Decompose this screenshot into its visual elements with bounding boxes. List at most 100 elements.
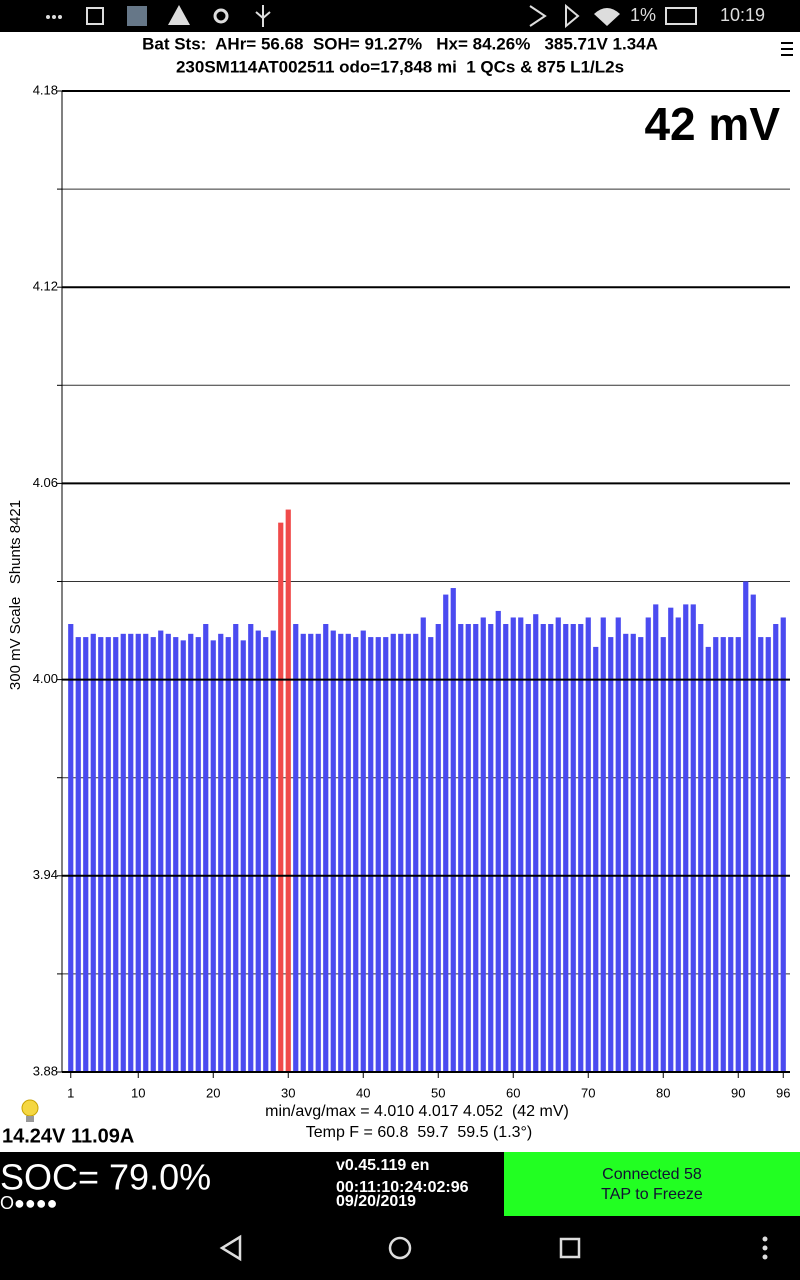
bar — [570, 624, 576, 1072]
bar — [233, 624, 239, 1072]
bar — [165, 633, 171, 1072]
bar — [728, 637, 734, 1072]
bar — [585, 617, 591, 1072]
bar — [158, 630, 164, 1072]
y-tick-label: 3.94 — [33, 867, 58, 882]
y-tick-label: 4.06 — [33, 475, 58, 490]
temperature: Temp F = 60.8 59.7 59.5 (1.3°) — [306, 1124, 533, 1141]
nav-bar — [0, 1216, 800, 1280]
bar — [773, 624, 779, 1072]
y-tick-label: 4.00 — [33, 671, 58, 686]
x-tick-label: 40 — [356, 1085, 370, 1100]
bar — [263, 637, 269, 1072]
freeze-label[interactable]: TAP to Freeze — [601, 1186, 703, 1203]
cell-stats: min/avg/max = 4.010 4.017 4.052 (42 mV) — [265, 1103, 569, 1120]
x-tick-label: 80 — [656, 1085, 670, 1100]
bar — [180, 640, 186, 1072]
connection-status[interactable]: Connected 58 — [602, 1166, 702, 1183]
bar — [630, 633, 636, 1072]
x-tick-label: 20 — [206, 1085, 220, 1100]
bar — [690, 604, 696, 1072]
status-icons — [46, 3, 697, 29]
bar — [668, 607, 674, 1072]
bar — [278, 522, 284, 1072]
header-line: Bat Sts: AHr= 56.68 SOH= 91.27% Hx= 84.2… — [142, 34, 658, 53]
clock: 10:19 — [720, 5, 765, 25]
bar — [75, 637, 81, 1072]
bar — [375, 637, 381, 1072]
bar — [405, 633, 411, 1072]
recents-button[interactable] — [559, 1237, 581, 1259]
bulb-icon — [21, 1099, 39, 1122]
spread-annotation: 42 mV — [644, 98, 780, 150]
bar — [330, 630, 336, 1072]
bar — [600, 617, 606, 1072]
bar — [338, 633, 344, 1072]
bar — [720, 637, 726, 1072]
bar — [113, 637, 119, 1072]
freeze-button[interactable]: Connected 58 TAP to Freeze — [504, 1152, 800, 1216]
bar — [525, 624, 531, 1072]
bar — [285, 509, 291, 1072]
bar — [645, 617, 651, 1072]
bar — [128, 633, 134, 1072]
bar — [608, 637, 614, 1072]
bar — [90, 633, 96, 1072]
freeze-button-bg[interactable] — [504, 1152, 800, 1216]
elapsed: 00:11:10:24:02:96 — [336, 1179, 469, 1196]
bar — [143, 633, 149, 1072]
bar — [188, 633, 194, 1072]
bar — [653, 604, 659, 1072]
bar — [315, 633, 321, 1072]
bar — [615, 617, 621, 1072]
bar — [150, 637, 156, 1072]
x-tick-label: 60 — [506, 1085, 520, 1100]
bar — [735, 637, 741, 1072]
bar — [450, 588, 456, 1072]
bar — [68, 624, 74, 1072]
x-tick-label: 30 — [281, 1085, 295, 1100]
bar — [495, 610, 501, 1072]
bar — [390, 633, 396, 1072]
menu-button[interactable] — [781, 42, 793, 56]
bar — [540, 624, 546, 1072]
home-button[interactable] — [388, 1236, 412, 1260]
back-button[interactable] — [219, 1234, 242, 1262]
soc: SOC= 79.0% — [0, 1157, 211, 1198]
status-bar — [0, 0, 800, 32]
bar — [225, 637, 231, 1072]
bar — [555, 617, 561, 1072]
bar — [435, 624, 441, 1072]
bar — [135, 633, 141, 1072]
overflow-button[interactable] — [762, 1236, 768, 1260]
bar — [203, 624, 209, 1072]
header-line: 230SM114AT002511 odo=17,848 mi 1 QCs & 8… — [176, 57, 624, 76]
bar — [488, 624, 494, 1072]
bar — [323, 624, 329, 1072]
bar — [443, 594, 449, 1072]
x-tick-label: 10 — [131, 1085, 145, 1100]
bar — [758, 637, 764, 1072]
bar — [173, 637, 179, 1072]
aux-battery: 14.24V 11.09A — [2, 1125, 134, 1147]
bar — [780, 617, 786, 1072]
bar — [510, 617, 516, 1072]
bar — [420, 617, 426, 1072]
y-tick-label: 4.12 — [33, 279, 58, 294]
x-tick-label: 50 — [431, 1085, 445, 1100]
bar — [548, 624, 554, 1072]
bar — [593, 646, 599, 1072]
bar — [413, 633, 419, 1072]
bar — [255, 630, 261, 1072]
bar — [345, 633, 351, 1072]
bar — [698, 624, 704, 1072]
bar — [270, 630, 276, 1072]
bar — [248, 624, 254, 1072]
bar — [428, 637, 434, 1072]
bar — [218, 633, 224, 1072]
bar — [503, 624, 509, 1072]
bar — [765, 637, 771, 1072]
